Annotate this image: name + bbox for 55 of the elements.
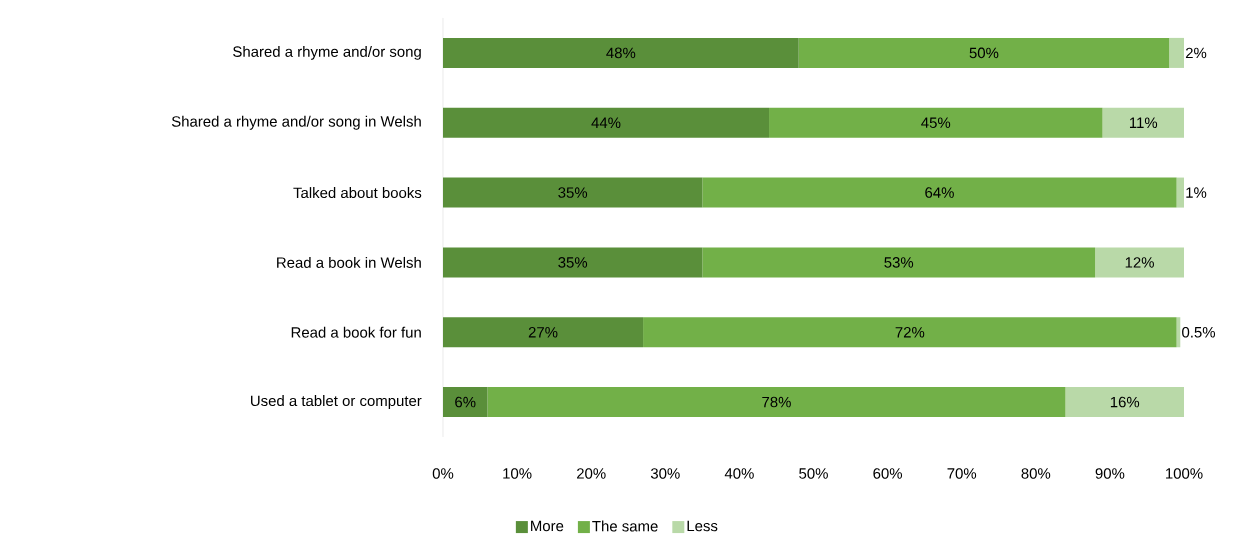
bar [443, 247, 703, 278]
bar [443, 317, 644, 348]
x-tick-label: 20% [576, 468, 606, 479]
x-tick-label: 40% [724, 468, 754, 479]
data-label: 11% [1129, 117, 1158, 128]
data-label: 48% [606, 47, 636, 59]
data-label: 12% [1125, 257, 1154, 268]
bar [487, 387, 1066, 418]
bar [443, 387, 488, 418]
x-tick-label: 10% [503, 468, 532, 479]
x-tick-label: 90% [1095, 468, 1125, 479]
y-tick-label: Read a book in Welsh [277, 256, 421, 268]
bar [1102, 107, 1184, 138]
bar [1095, 247, 1184, 278]
data-label: 16% [1110, 396, 1140, 408]
data-label: 27% [528, 326, 558, 338]
x-tick-label: 30% [650, 468, 680, 479]
data-label: 2% [1185, 47, 1207, 59]
legend-label: Less [687, 520, 718, 532]
bar [1169, 37, 1184, 68]
bar [702, 177, 1177, 208]
data-label: 72% [895, 326, 925, 338]
x-tick-label: 100% [1166, 468, 1203, 479]
legend-label: The same [592, 520, 658, 532]
y-tick-label: Used a tablet or computer [251, 395, 422, 410]
data-label: 78% [762, 396, 791, 408]
x-tick-label: 60% [873, 468, 903, 479]
x-tick-label: 0% [432, 468, 454, 479]
y-tick-label: Read a book for fun [291, 326, 421, 338]
bar [702, 247, 1096, 278]
x-tick-label: 80% [1021, 468, 1051, 479]
y-tick-label: Shared a rhyme and/or song [233, 45, 421, 60]
data-label: 64% [925, 187, 954, 198]
bar [1065, 387, 1184, 418]
bar [769, 107, 1103, 138]
data-label: 53% [884, 257, 914, 268]
data-label: 50% [969, 47, 999, 59]
data-label: 1% [1186, 187, 1207, 198]
x-tick-label: 50% [799, 468, 828, 479]
data-label: 45% [921, 117, 951, 128]
legend-label: More [531, 520, 564, 532]
data-label: 35% [558, 187, 588, 198]
data-label: 0.5% [1182, 326, 1216, 338]
bar [443, 37, 799, 68]
y-tick-label: Shared a rhyme and/or song in Welsh [171, 115, 421, 130]
data-label: 6% [455, 396, 476, 408]
bar [443, 107, 770, 138]
bar [798, 37, 1170, 68]
y-tick-label: Talked about books [293, 187, 422, 199]
data-label: 35% [558, 257, 588, 268]
data-label: 44% [591, 117, 621, 128]
x-tick-label: 70% [947, 468, 977, 479]
bar [443, 177, 703, 208]
bar [1176, 177, 1184, 208]
bar [643, 317, 1177, 348]
